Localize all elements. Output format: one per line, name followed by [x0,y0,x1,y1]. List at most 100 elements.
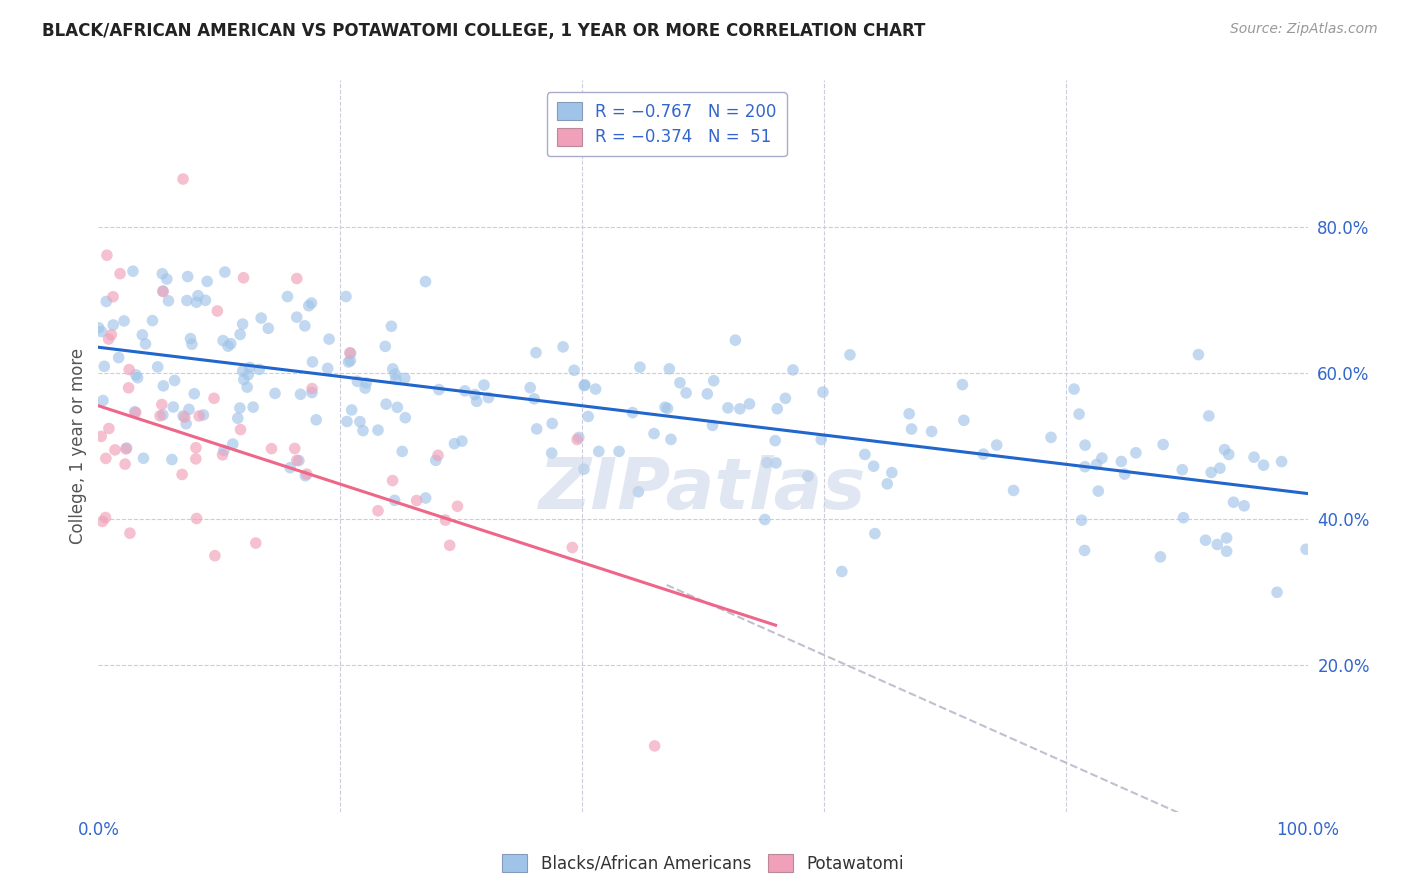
Point [862,459,884,474]
Point [524,345,547,359]
Point [294,468,316,483]
Point [96,294,118,309]
Text: Source: ZipAtlas.com: Source: ZipAtlas.com [1230,22,1378,37]
Y-axis label: College, 1 year or more: College, 1 year or more [69,348,87,544]
Point [214,265,236,279]
Point [229,327,252,342]
Point [172,172,194,186]
Point [657,401,679,416]
Point [278,460,301,475]
Point [101,290,124,304]
Point [94,510,117,524]
Point [659,433,682,447]
Point [1002,483,1025,498]
Point [1271,454,1294,468]
Point [1074,438,1097,452]
Point [1063,382,1085,396]
Point [898,407,921,421]
Point [765,456,787,470]
Text: ZIPatlas: ZIPatlas [540,456,866,524]
Point [1215,531,1237,545]
Point [152,285,174,299]
Point [122,264,145,278]
Point [465,394,488,409]
Point [212,443,235,458]
Point [91,393,114,408]
Point [367,504,389,518]
Point [703,374,725,388]
Point [176,269,198,284]
Point [391,444,413,458]
Point [152,284,174,298]
Point [125,368,148,382]
Point [285,310,308,325]
Point [194,293,217,308]
Point [415,491,437,505]
Point [1218,447,1240,461]
Point [212,334,235,348]
Legend: Blacks/African Americans, Potawatomi: Blacks/African Americans, Potawatomi [496,847,910,880]
Point [96,248,118,262]
Point [90,325,112,339]
Point [1087,484,1109,499]
Point [1206,537,1229,551]
Point [572,462,595,476]
Point [316,361,339,376]
Point [763,434,786,448]
Point [797,469,820,483]
Point [464,387,486,401]
Point [245,536,267,550]
Point [257,321,280,335]
Point [565,433,588,447]
Point [880,466,903,480]
Point [349,415,371,429]
Point [115,441,138,455]
Point [782,363,804,377]
Point [1243,450,1265,465]
Point [222,437,245,451]
Point [754,512,776,526]
Legend: R = −0.767   N = 200, R = −0.374   N =  51: R = −0.767 N = 200, R = −0.374 N = 51 [547,92,786,156]
Point [405,493,427,508]
Point [986,438,1008,452]
Point [284,442,307,456]
Point [588,444,610,458]
Point [339,346,361,360]
Point [207,304,229,318]
Point [163,374,186,388]
Point [150,397,173,411]
Point [141,313,163,327]
Point [340,403,363,417]
Point [953,413,976,427]
Point [229,401,252,415]
Point [232,372,254,386]
Point [540,446,562,460]
Point [607,444,630,458]
Point [1222,495,1244,509]
Point [226,411,249,425]
Point [318,332,340,346]
Point [374,339,396,353]
Point [541,417,564,431]
Point [238,368,260,382]
Point [87,320,110,334]
Point [621,406,644,420]
Point [1265,585,1288,599]
Point [160,452,183,467]
Point [900,422,922,436]
Point [232,317,254,331]
Point [301,382,323,396]
Point [972,447,994,461]
Point [381,362,404,376]
Point [1215,544,1237,558]
Point [576,409,599,424]
Point [1149,549,1171,564]
Point [295,467,318,482]
Point [91,514,114,528]
Point [1085,458,1108,472]
Point [186,295,208,310]
Point [477,391,499,405]
Point [574,378,596,392]
Point [425,453,447,467]
Point [156,272,179,286]
